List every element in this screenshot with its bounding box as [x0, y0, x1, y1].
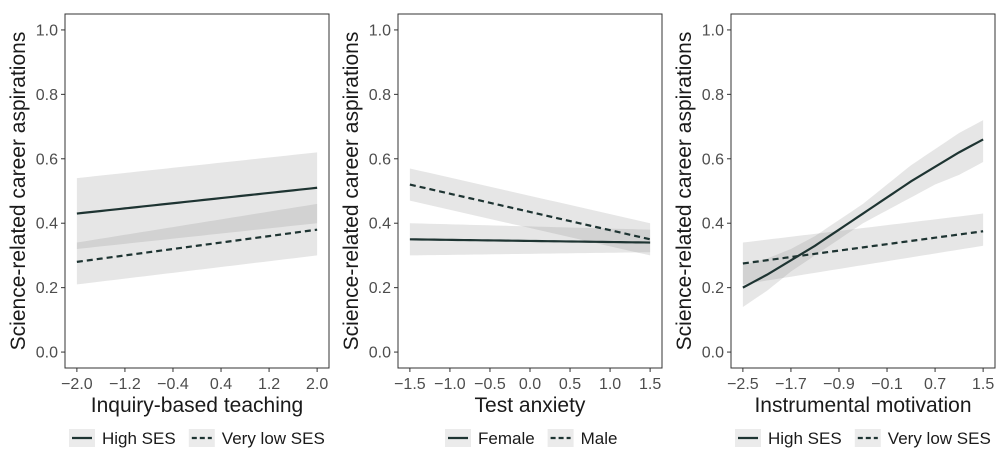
- series-line-1: [76, 186, 318, 215]
- x-tick-label: 1.2: [258, 376, 280, 393]
- legend: Female Male: [445, 429, 617, 448]
- series-line-2: [76, 228, 318, 263]
- y-tick-label: 1.0: [36, 22, 58, 39]
- legend-label-1: Female: [478, 429, 535, 448]
- y-tick-label: 0.6: [36, 151, 58, 168]
- y-tick-label: 0.8: [369, 87, 391, 104]
- series-line-1: [742, 138, 984, 289]
- plot-border: [730, 13, 996, 369]
- y-tick-label: 0.8: [36, 87, 58, 104]
- series-line-2: [409, 183, 651, 241]
- x-tick-label: −1.0: [434, 376, 466, 393]
- y-axis-label: Science-related career aspirations: [673, 32, 696, 351]
- y-tick-label: 1.0: [369, 22, 391, 39]
- legend: High SES Very low SES: [735, 429, 991, 448]
- x-axis-label: Inquiry-based teaching: [91, 394, 303, 417]
- confidence-band-1: [409, 223, 651, 256]
- y-tick-label: 0.4: [36, 216, 58, 233]
- y-tick-label: 0.2: [369, 280, 391, 297]
- x-tick-label: 0.0: [519, 376, 541, 393]
- y-tick-label: 0.4: [702, 216, 724, 233]
- y-tick-label: 0.0: [369, 345, 391, 362]
- y-tick-label: 1.0: [702, 22, 724, 39]
- x-tick-label: −1.7: [775, 376, 807, 393]
- confidence-band-2: [742, 213, 984, 285]
- legend-label-1: High SES: [102, 429, 176, 448]
- x-tick-label: 1.0: [599, 376, 621, 393]
- y-tick-label: 0.4: [369, 216, 391, 233]
- x-tick-label: 0.4: [210, 376, 232, 393]
- chart-panel-2: 0.0 0.2 0.4 0.6 0.8 1.0 −1.5 −1.0 −0.5 0.0 0.5 1.0 1…: [340, 13, 663, 448]
- confidence-band-2: [76, 203, 318, 285]
- chart-panel-3: 0.0 0.2 0.4 0.6 0.8 1.0 −2.5 −1.7 −0.9 −0.1 0.7 1.5…: [673, 13, 996, 448]
- y-tick-label: 0.0: [702, 345, 724, 362]
- x-tick-label: −2.0: [61, 376, 93, 393]
- legend: High SES Very low SES: [69, 429, 325, 448]
- legend-label-2: Male: [581, 429, 618, 448]
- x-tick-label: 1.5: [639, 376, 661, 393]
- plot-border: [64, 13, 330, 369]
- x-axis-label: Test anxiety: [475, 394, 586, 417]
- x-tick-label: −0.1: [871, 376, 903, 393]
- x-tick-label: −0.4: [157, 376, 189, 393]
- x-tick-label: −0.9: [823, 376, 855, 393]
- y-tick-label: 0.2: [702, 280, 724, 297]
- x-tick-label: 0.7: [924, 376, 946, 393]
- x-tick-label: −2.5: [727, 376, 759, 393]
- x-axis-label: Instrumental motivation: [754, 394, 971, 417]
- x-tick-label: 2.0: [306, 376, 328, 393]
- x-tick-label: −0.5: [474, 376, 506, 393]
- y-tick-label: 0.6: [369, 151, 391, 168]
- legend-label-2: Very low SES: [222, 429, 325, 448]
- y-tick-label: 0.8: [702, 87, 724, 104]
- y-tick-label: 0.6: [702, 151, 724, 168]
- x-tick-label: −1.2: [109, 376, 141, 393]
- y-axis-label: Science-related career aspirations: [7, 32, 30, 351]
- x-tick-label: 0.5: [559, 376, 581, 393]
- series-line-2: [742, 230, 984, 265]
- legend-label-2: Very low SES: [888, 429, 991, 448]
- x-tick-label: −1.5: [394, 376, 426, 393]
- y-axis-label: Science-related career aspirations: [340, 32, 363, 351]
- chart-panel-1: 0.0 0.2 0.4 0.6 0.8 1.0 −2.0 −1.2 −0.4 0.4 1.2 2.0I…: [7, 13, 330, 448]
- series-line-1: [409, 238, 651, 244]
- y-tick-label: 0.2: [36, 280, 58, 297]
- y-tick-label: 0.0: [36, 345, 58, 362]
- legend-label-1: High SES: [768, 429, 842, 448]
- x-tick-label: 1.5: [972, 376, 994, 393]
